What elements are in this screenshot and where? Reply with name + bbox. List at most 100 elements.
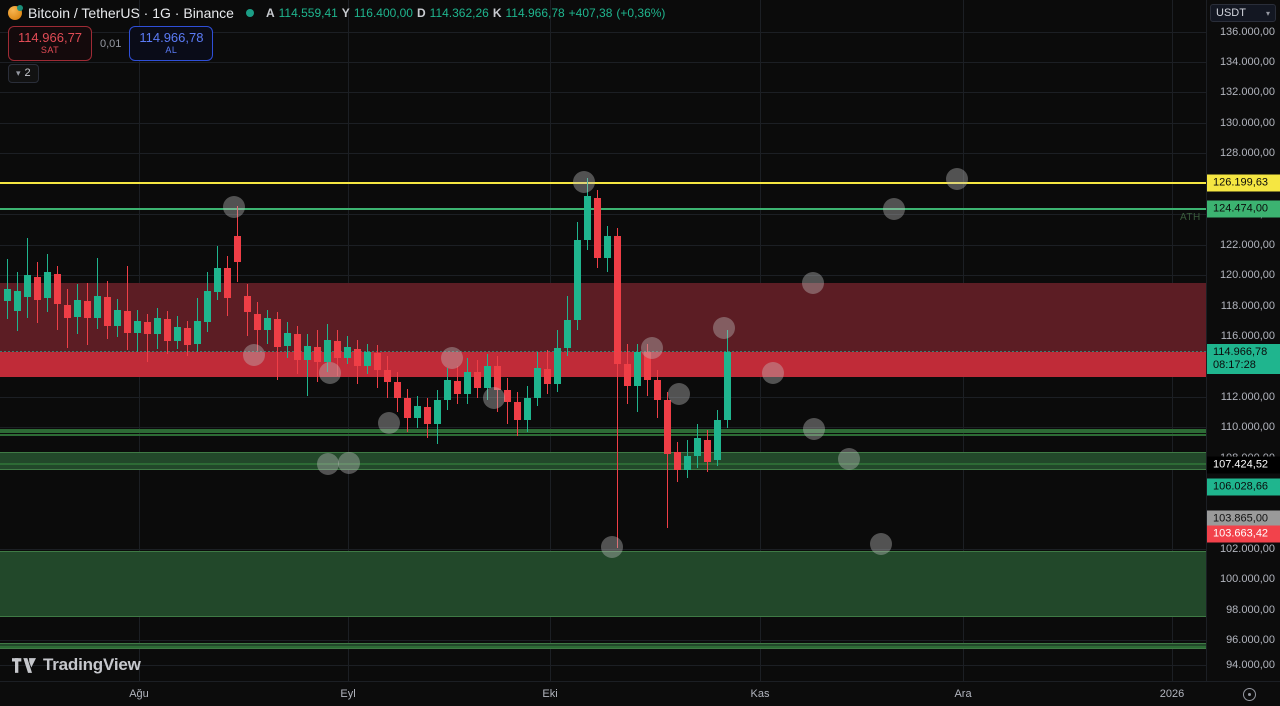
candle-body [694,438,701,456]
sell-button[interactable]: 114.966,77 SAT [8,26,92,61]
grid-line-horizontal [0,427,1206,428]
candle-body [74,300,81,317]
candle-body [564,320,571,348]
candle-body [4,289,11,301]
ath-green-badge[interactable]: 124.474,00 [1207,200,1280,218]
signal-marker[interactable] [803,418,825,440]
spread-value: 0,01 [100,37,122,50]
support-black-badge[interactable]: 107.424,52 [1207,456,1280,474]
price-tick-label: 134.000,00 [1219,56,1275,68]
signal-marker[interactable] [243,344,265,366]
signal-marker[interactable] [641,337,663,359]
grid-line-horizontal [0,92,1206,93]
candle-body [664,400,671,454]
support-teal-badge[interactable]: 106.028,66 [1207,478,1280,496]
time-axis[interactable]: Ağu Eyl Eki Kas Ara 2026 [0,681,1280,706]
candle-body [254,314,261,330]
candle-body [334,341,341,358]
candle-body [554,348,561,384]
candle-body [204,291,211,322]
candle-body [84,301,91,318]
candle-body [154,318,161,334]
support-line-1 [0,434,1206,436]
candle-body [184,328,191,345]
signal-marker[interactable] [802,272,824,294]
current-price-value: 114.966,78 [1213,346,1268,358]
price-axis[interactable]: USDT ▾ 136.000,00 134.000,00 132.000,00 130… [1206,0,1280,681]
quantity-value: 2 [24,67,31,79]
level-red-badge[interactable]: 103.663,42 [1207,525,1280,543]
candle-body [494,366,501,390]
candle-body [114,310,121,326]
grid-line-horizontal [0,640,1206,641]
buy-price: 114.966,78 [139,30,204,45]
time-tick-label: Eki [542,688,558,700]
signal-marker[interactable] [762,362,784,384]
candle-body [714,420,721,460]
chevron-down-icon: ▾ [1265,8,1270,18]
resistance-zone [0,283,1206,359]
candle-body [294,334,301,360]
price-tick-label: 98.000,00 [1226,604,1275,616]
currency-select[interactable]: USDT ▾ [1210,4,1276,22]
price-tick-label: 110.000,00 [1220,421,1275,433]
quantity-selector[interactable]: ▾ 2 [8,64,39,83]
level-gray-badge[interactable]: 103.865,00 [1207,510,1280,528]
signal-marker[interactable] [838,448,860,470]
candle-wick [307,334,308,396]
signal-marker[interactable] [946,168,968,190]
signal-marker[interactable] [883,198,905,220]
candle-body [244,296,251,312]
candle-wick [67,289,68,348]
candle-body [444,380,451,400]
candle-body [24,275,31,297]
candle-body [484,366,491,388]
candle-body [654,380,661,400]
signal-marker[interactable] [441,347,463,369]
candle-body [364,352,371,366]
signal-marker[interactable] [319,362,341,384]
candle-body [434,400,441,424]
signal-marker[interactable] [223,196,245,218]
currency-label: USDT [1216,7,1246,19]
candle-wick [97,258,98,329]
candle-body [354,349,361,366]
signal-marker[interactable] [483,387,505,409]
resistance-yellow-badge[interactable]: 126.199,63 [1207,174,1280,192]
signal-marker[interactable] [317,453,339,475]
chart-canvas[interactable]: ATH [0,0,1206,681]
clock-settings-icon[interactable] [1243,688,1256,701]
price-tick-label: 100.000,00 [1219,573,1275,585]
price-tick-label: 128.000,00 [1219,147,1275,159]
price-tick-label: 118.000,00 [1220,300,1275,312]
support-line-band-1 [0,429,1206,433]
candle-body [594,198,601,258]
signal-marker[interactable] [668,383,690,405]
candle-wick [127,266,128,350]
signal-marker[interactable] [338,452,360,474]
candle-body [14,291,21,311]
signal-marker[interactable] [870,533,892,555]
candle-body [64,305,71,318]
support-zone-lower [0,551,1206,617]
signal-marker[interactable] [601,536,623,558]
candle-body [94,296,101,318]
candle-wick [617,228,618,548]
candle-body [194,321,201,344]
signal-marker[interactable] [573,171,595,193]
grid-line-horizontal [0,153,1206,154]
signal-marker[interactable] [378,412,400,434]
candle-body [624,364,631,386]
trade-panel: 114.966,77 SAT 0,01 114.966,78 AL [8,26,214,61]
buy-button[interactable]: 114.966,78 AL [129,26,214,61]
signal-marker[interactable] [713,317,735,339]
time-tick-label: Kas [750,688,770,700]
candle-body [394,382,401,398]
candle-body [324,340,331,362]
price-tick-label: 96.000,00 [1226,634,1275,646]
grid-line-horizontal [0,665,1206,666]
tradingview-brand: TradingView [43,655,141,674]
candle-wick [667,392,668,528]
candle-body [614,236,621,364]
